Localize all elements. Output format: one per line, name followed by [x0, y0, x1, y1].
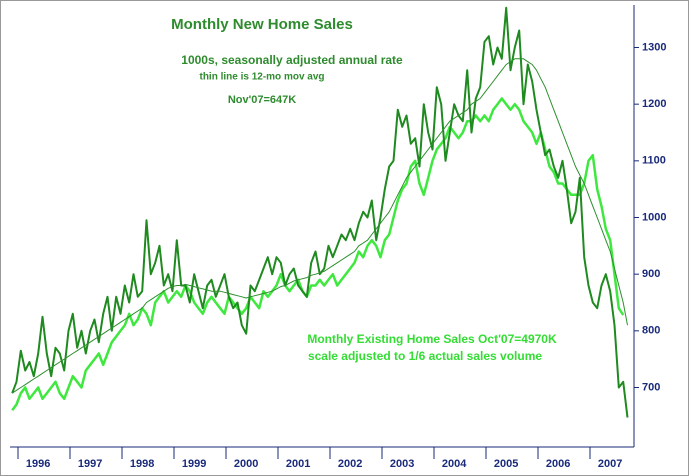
subtitle: Nov'07=647K: [228, 94, 296, 106]
x-tick-label: 1999: [182, 458, 206, 470]
x-tick-label: 2004: [442, 458, 467, 470]
y-tick-label: 1100: [642, 155, 666, 167]
subtitle: thin line is 12-mo mov avg: [199, 72, 324, 83]
series-line: [11, 58, 628, 394]
x-tick-label: 1997: [78, 458, 102, 470]
subtitle: 1000s, seasonally adjusted annual rate: [181, 53, 403, 67]
x-tick-label: 1996: [26, 458, 50, 470]
y-tick-label: 800: [642, 325, 660, 337]
y-tick-label: 900: [642, 268, 660, 280]
series-line: [11, 97, 625, 411]
y-tick-label: 1000: [642, 211, 666, 223]
x-tick-label: 2006: [546, 458, 570, 470]
y-tick-label: 700: [642, 381, 660, 393]
x-tick-label: 2002: [338, 458, 362, 470]
annotation: Monthly Existing Home Sales Oct'07=4970K: [307, 332, 557, 346]
series-line: [11, 6, 629, 418]
x-tick-label: 2003: [390, 458, 414, 470]
y-tick-label: 1200: [642, 98, 666, 110]
y-tick-label: 1300: [642, 41, 666, 53]
annotation: scale adjusted to 1/6 actual sales volum…: [308, 349, 542, 363]
x-tick-label: 1998: [130, 458, 154, 470]
x-tick-label: 2007: [598, 458, 622, 470]
x-tick-label: 2001: [286, 458, 310, 470]
x-tick-label: 2005: [494, 458, 518, 470]
chart-title: Monthly New Home Sales: [171, 16, 353, 33]
x-tick-label: 2000: [234, 458, 258, 470]
